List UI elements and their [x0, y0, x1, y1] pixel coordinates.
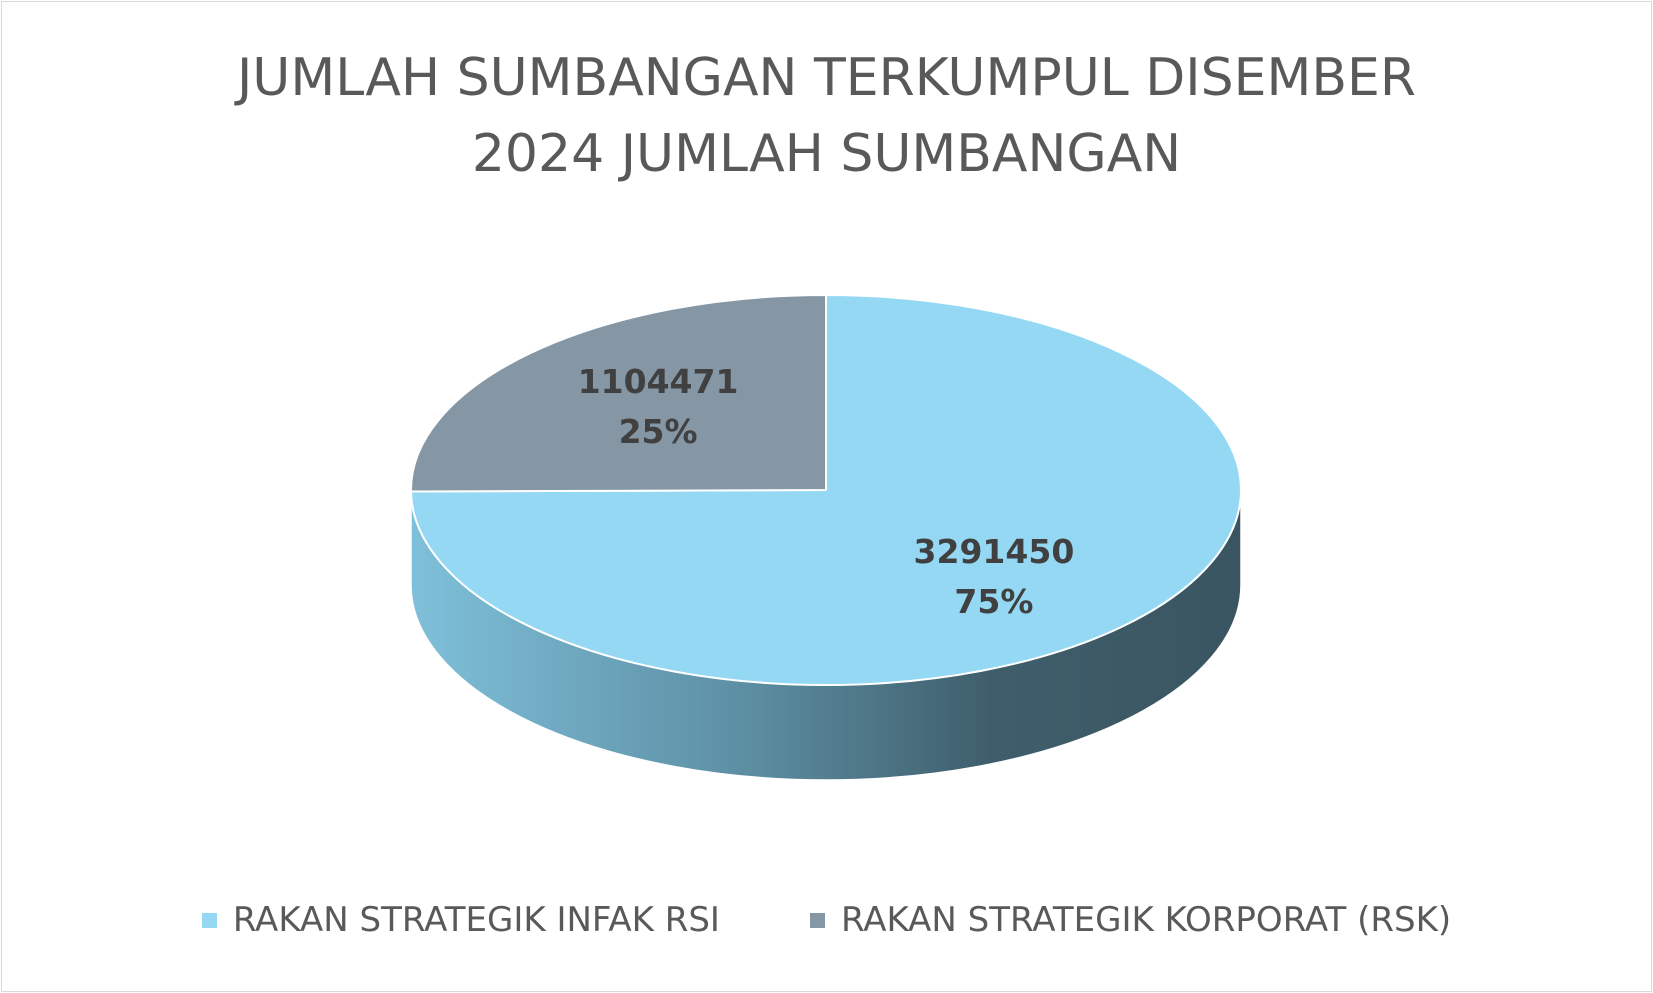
chart-title-line-1: JUMLAH SUMBANGAN TERKUMPUL DISEMBER [236, 48, 1417, 108]
label-layer: 3291450 75% 1104471 25% [578, 362, 1075, 621]
pie-slice-1[interactable] [410, 294, 827, 493]
legend-swatch-infak [201, 912, 217, 928]
legend-label-korporat: RAKAN STRATEGIK KORPORAT (RSK) [840, 900, 1452, 940]
pie-layer [410, 294, 1242, 781]
legend-swatch-korporat [809, 912, 825, 928]
chart-title: JUMLAH SUMBANGAN TERKUMPUL DISEMBER 2024… [0, 40, 1653, 192]
pie-slice-0[interactable] [410, 294, 1242, 686]
legend-item-infak[interactable]: RAKAN STRATEGIK INFAK RSI [201, 900, 720, 940]
data-label-value-1: 1104471 [578, 362, 739, 401]
legend: RAKAN STRATEGIK INFAK RSI RAKAN STRATEGI… [0, 900, 1653, 940]
legend-label-infak: RAKAN STRATEGIK INFAK RSI [232, 900, 720, 940]
data-label-percent-1: 25% [619, 412, 698, 451]
data-label-percent-0: 75% [954, 582, 1033, 621]
legend-item-korporat[interactable]: RAKAN STRATEGIK KORPORAT (RSK) [809, 900, 1452, 940]
data-label-value-0: 3291450 [914, 532, 1075, 571]
chart-title-line-2: 2024 JUMLAH SUMBANGAN [471, 124, 1182, 184]
